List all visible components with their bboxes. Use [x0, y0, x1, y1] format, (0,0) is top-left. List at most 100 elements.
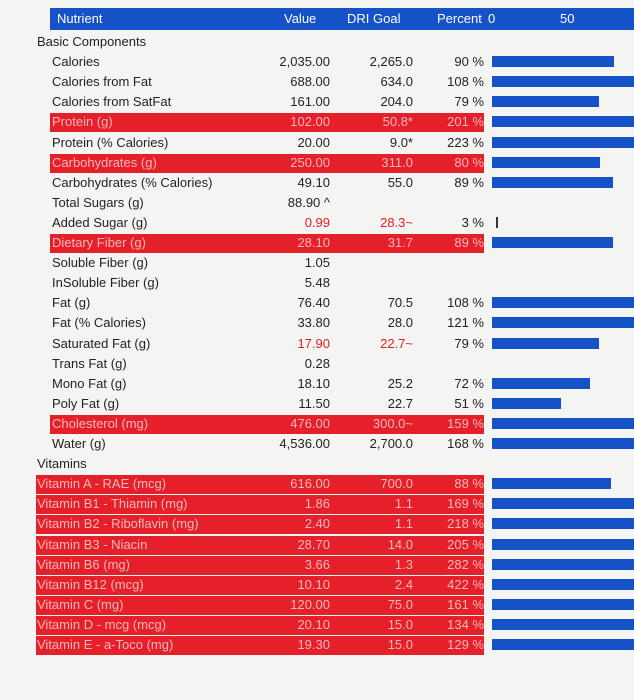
header-percent: Percent [437, 11, 482, 26]
dri-goal: 31.7 [387, 235, 413, 250]
nutrient-name: Poly Fat (g) [52, 395, 120, 411]
table-row: Vitamin B1 - Thiamin (mg) 1.86 1.1 169 % [0, 495, 634, 515]
nutrient-name: InSoluble Fiber (g) [52, 275, 159, 291]
percent-value: 79 % [454, 335, 484, 351]
table-row: Total Sugars (g) 88.90 ^ [0, 194, 634, 214]
highlight-band [36, 495, 484, 515]
nutrient-value: 688.00 [290, 74, 330, 90]
table-row: Vitamin B6 (mg) 3.66 1.3 282 % [0, 555, 634, 576]
dri-goal: 22.7 [387, 395, 413, 411]
nutrient-name: Protein (g) [52, 114, 113, 130]
nutrient-value: 20.10 [297, 616, 330, 632]
nutrient-value: 49.10 [297, 174, 330, 190]
percent-value: 129 % [447, 637, 484, 652]
percent-bar [492, 237, 613, 248]
nutrient-name: Vitamin B2 - Riboflavin (mg) [37, 516, 199, 532]
highlight-band [36, 535, 484, 555]
percent-bar [492, 498, 634, 510]
dri-goal: 28.0 [387, 315, 413, 331]
nutrient-name: Vitamin B3 - Niacin [37, 536, 148, 552]
table-row: InSoluble Fiber (g) 5.48 [0, 274, 634, 294]
percent-value: 168 % [447, 436, 484, 451]
table-row: Protein (% Calories) 20.00 9.0* 223 % [0, 134, 634, 154]
table-row: Water (g) 4,536.00 2,700.0 168 % [0, 435, 634, 455]
nutrient-name: Mono Fat (g) [52, 375, 127, 391]
dri-goal: 700.0 [380, 476, 413, 492]
nutrient-value: 4,536.00 [279, 436, 330, 451]
percent-bar [492, 518, 634, 530]
table-row: Carbohydrates (g) 250.00 311.0 80 % [0, 153, 634, 174]
nutrient-name: Vitamin B12 (mcg) [37, 576, 144, 592]
nutrient-value: 3.66 [304, 556, 330, 572]
table-row: Vitamin E - a-Toco (mg) 19.30 15.0 129 % [0, 636, 634, 656]
dri-goal: 50.8* [382, 114, 413, 130]
table-row: Poly Fat (g) 11.50 22.7 51 % [0, 395, 634, 415]
table-row: Vitamin A - RAE (mcg) 616.00 700.0 88 % [0, 475, 634, 495]
nutrient-value: 161.00 [290, 94, 330, 110]
percent-bar [492, 438, 634, 449]
header-value: Value [284, 11, 317, 26]
percent-value: 121 % [447, 315, 484, 331]
nutrient-value: 2.40 [304, 516, 330, 532]
nutrient-name: Fat (% Calories) [52, 315, 146, 331]
percent-value: 89 % [454, 235, 484, 250]
nutrient-name: Added Sugar (g) [52, 214, 148, 230]
nutrient-value: 5.48 [304, 275, 330, 291]
header-nutrient: Nutrient [57, 11, 103, 26]
nutrient-value: 1.86 [304, 496, 330, 512]
table-row: Vitamin C (mg) 120.00 75.0 161 % [0, 595, 634, 616]
table-row: Added Sugar (g) 0.99 28.3~ 3 % [0, 214, 634, 234]
percent-bar [492, 639, 634, 650]
header-scale-0: 0 [488, 11, 496, 26]
dri-goal: 1.1 [394, 516, 413, 532]
table-row: Protein (g) 102.00 50.8* 201 % [0, 113, 634, 133]
percent-value: 159 % [447, 415, 484, 431]
dri-goal: 15.0 [387, 616, 413, 632]
dri-goal: 22.7~ [380, 335, 413, 351]
nutrient-value: 33.80 [297, 315, 330, 331]
table-row: Vitamin B12 (mcg) 10.10 2.4 422 % [0, 575, 634, 596]
percent-value: 3 % [461, 214, 484, 230]
nutrient-value: 0.28 [304, 355, 330, 371]
dri-goal: 28.3~ [380, 214, 413, 230]
nutrient-name: Dietary Fiber (g) [52, 235, 146, 250]
dri-goal: 2,700.0 [369, 436, 413, 451]
percent-bar [492, 337, 600, 349]
table-row: Saturated Fat (g) 17.90 22.7~ 79 % [0, 335, 634, 355]
dri-goal: 9.0* [389, 134, 413, 150]
percent-bar [492, 96, 600, 108]
table-row: Calories from SatFat 161.00 204.0 79 % [0, 93, 634, 113]
percent-value: 90 % [454, 54, 484, 70]
percent-bar [492, 76, 634, 88]
highlight-band [36, 615, 484, 635]
nutrient-name: Carbohydrates (g) [52, 154, 157, 170]
nutrient-name: Vitamin C (mg) [37, 596, 124, 612]
nutrient-name: Trans Fat (g) [52, 355, 127, 371]
nutrient-name: Total Sugars (g) [52, 194, 144, 210]
percent-value: 88 % [454, 476, 484, 492]
table-row: Cholesterol (mg) 476.00 300.0~ 159 % [0, 414, 634, 435]
dri-goal: 2,265.0 [369, 54, 413, 70]
header-dri-goal: DRI Goal [347, 11, 401, 26]
percent-value: 201 % [447, 114, 484, 130]
nutrient-name: Calories from Fat [52, 74, 152, 90]
highlight-band [50, 153, 484, 173]
percent-value: 161 % [447, 596, 484, 612]
dri-goal: 1.1 [394, 496, 413, 512]
table-row: Soluble Fiber (g) 1.05 [0, 254, 634, 274]
highlight-band [36, 555, 484, 575]
nutrient-value: 18.10 [297, 375, 330, 391]
nutrient-value: 20.00 [297, 134, 330, 150]
percent-bar [492, 377, 590, 389]
percent-value: 108 % [447, 74, 484, 90]
percent-value: 218 % [447, 516, 484, 532]
percent-value: 89 % [454, 174, 484, 190]
dri-goal: 15.0 [387, 637, 413, 652]
table-row: Basic Components [0, 33, 634, 53]
percent-bar [492, 618, 634, 630]
highlight-band [50, 113, 484, 133]
nutrient-name: Protein (% Calories) [52, 134, 169, 150]
nutrient-name: Vitamin A - RAE (mcg) [37, 476, 167, 492]
nutrient-value: 2,035.00 [279, 54, 330, 70]
table-row: Fat (% Calories) 33.80 28.0 121 % [0, 314, 634, 334]
